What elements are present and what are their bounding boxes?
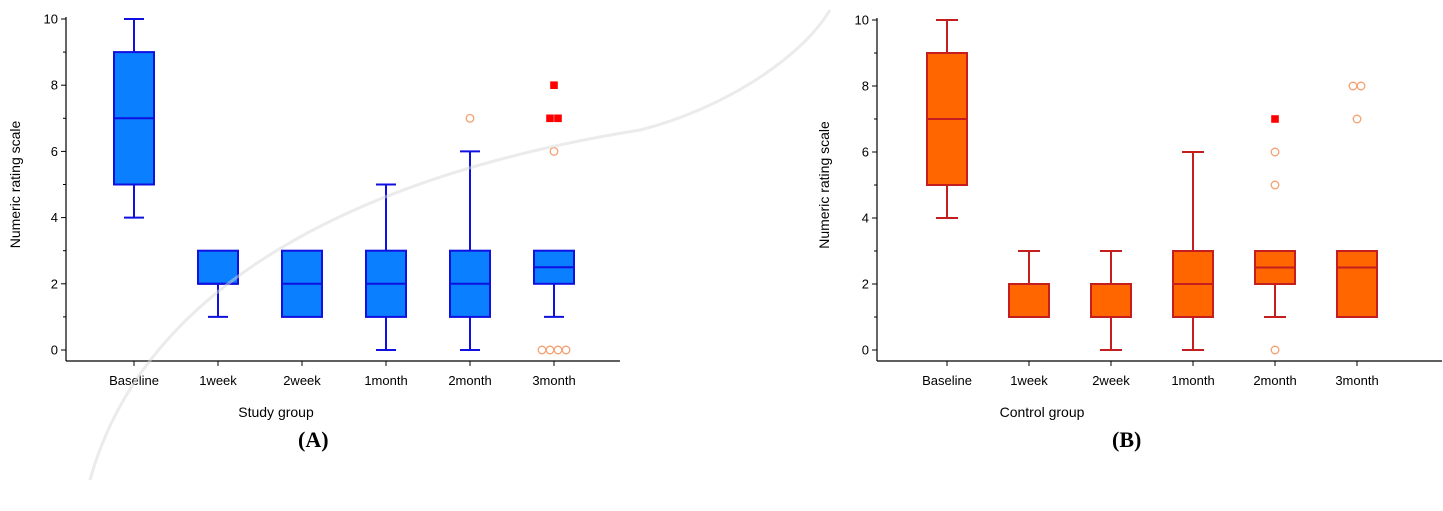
iqr-box — [1090, 283, 1132, 318]
box-3month — [1336, 81, 1378, 318]
box-baseline — [926, 19, 968, 219]
x-tick-label: 1month — [364, 373, 407, 388]
outlier-point — [1352, 114, 1362, 124]
iqr-box — [1008, 283, 1050, 318]
x-tick-label: 1week — [1010, 373, 1048, 388]
y-axis-title: Numeric rating scale — [7, 120, 23, 248]
box-2week — [1090, 250, 1132, 351]
x-tick-label: 3month — [1335, 373, 1378, 388]
iqr-box — [1336, 250, 1378, 318]
panel-label-a: (A) — [298, 427, 329, 452]
box-1month — [1172, 151, 1214, 351]
box-2month — [449, 113, 491, 351]
outlier-point — [561, 345, 571, 355]
y-axis-title: Numeric rating scale — [816, 121, 832, 249]
far-outlier-point — [550, 81, 558, 89]
panel-label-b: (B) — [1112, 427, 1142, 452]
y-tick-label: 2 — [51, 276, 58, 291]
box-3month — [533, 81, 575, 355]
x-axis-title: Control group — [1000, 404, 1085, 420]
box-baseline — [113, 18, 155, 219]
far-outlier-point — [554, 114, 562, 123]
outlier-point — [1356, 81, 1366, 91]
outlier-point — [545, 345, 555, 355]
y-tick-label: 2 — [862, 277, 869, 292]
x-tick-label: Baseline — [922, 373, 972, 388]
outlier-point — [537, 345, 547, 355]
x-tick-label: 1week — [199, 373, 237, 388]
box-plot-study-group: 0 2 4 6 8 10 Numeric rating scale Study group Ba… — [0, 0, 720, 425]
y-tick-label: 10 — [44, 12, 58, 27]
chart-svg-study-group: 0 2 4 6 8 10 Numeric rating scale Study group Ba… — [7, 12, 620, 420]
outlier-point — [549, 146, 559, 156]
box-2month — [1254, 115, 1296, 355]
y-tick-label: 6 — [51, 144, 58, 159]
outlier-point — [1270, 180, 1280, 190]
y-tick-label: 0 — [862, 343, 869, 358]
outlier-point — [1270, 147, 1280, 157]
box-1month — [365, 183, 407, 351]
box-1week — [197, 249, 239, 318]
outlier-point — [1270, 345, 1280, 355]
x-tick-label: 3month — [532, 373, 575, 388]
y-tick-label: 6 — [862, 145, 869, 160]
box-plot-control-group: 0 2 4 6 8 10 Numeric rating scale Control group… — [720, 0, 1443, 425]
y-tick-label: 4 — [51, 210, 58, 225]
y-tick-label: 0 — [51, 343, 58, 358]
x-axis-title: Study group — [238, 404, 314, 420]
y-tick-label: 4 — [862, 211, 869, 226]
far-outlier-point — [546, 114, 554, 123]
far-outlier-point — [1271, 115, 1279, 123]
outlier-point — [465, 113, 475, 123]
outlier-point — [553, 345, 563, 355]
outlier-point — [1348, 81, 1358, 91]
x-tick-label: 2week — [1092, 373, 1130, 388]
x-tick-label: 1month — [1171, 373, 1214, 388]
y-tick-label: 8 — [862, 79, 869, 94]
box-2week — [281, 249, 323, 318]
iqr-box — [197, 249, 239, 285]
x-tick-label: Baseline — [109, 373, 159, 388]
x-tick-label: 2month — [1253, 373, 1296, 388]
chart-svg-control-group: 0 2 4 6 8 10 Numeric rating scale Control group… — [816, 13, 1442, 420]
box-1week — [1008, 250, 1050, 318]
y-tick-label: 10 — [855, 13, 869, 28]
y-tick-label: 8 — [51, 78, 58, 93]
x-tick-label: 2week — [283, 373, 321, 388]
x-tick-label: 2month — [448, 373, 491, 388]
